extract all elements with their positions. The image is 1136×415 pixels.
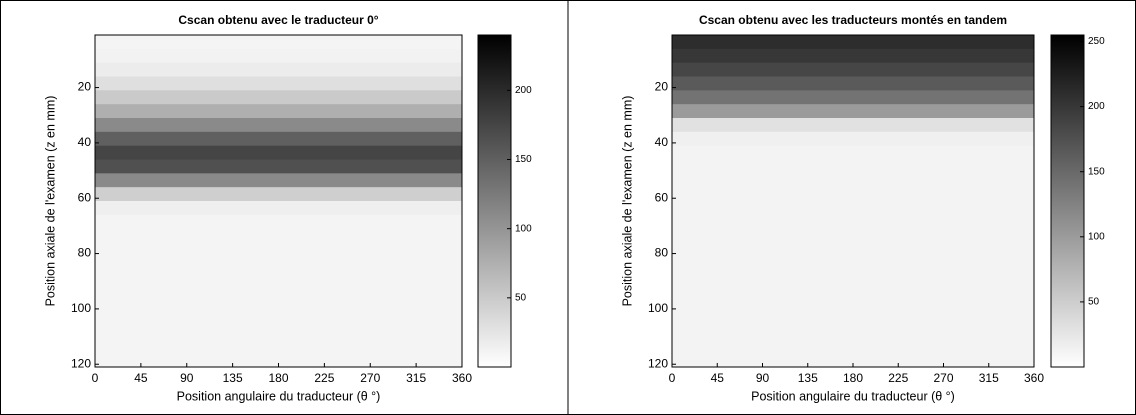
x-tick-label: 45 — [711, 371, 725, 385]
y-tick-label: 40 — [78, 135, 92, 149]
heat-row — [672, 90, 1034, 105]
heat-row — [672, 270, 1034, 285]
x-tick-label: 360 — [1024, 371, 1044, 385]
heat-row — [672, 159, 1034, 174]
y-tick-label: 20 — [655, 80, 669, 94]
y-tick-label: 40 — [655, 135, 669, 149]
heat-row — [95, 131, 462, 147]
heat-row — [672, 118, 1034, 133]
heat-row — [672, 311, 1034, 326]
y-tick-label: 80 — [78, 246, 92, 260]
x-tick-label: 270 — [933, 371, 953, 385]
x-tick-label: 45 — [134, 371, 148, 385]
heat-row — [95, 201, 462, 216]
heat-row — [672, 284, 1034, 299]
heat-row — [95, 104, 462, 119]
heat-row — [95, 242, 462, 257]
heat-row — [95, 297, 462, 313]
heat-row — [95, 35, 462, 50]
y-axis-label: Position axiale de l'examen (z en mm) — [43, 96, 57, 307]
x-tick-label: 135 — [223, 371, 243, 385]
x-tick-label: 0 — [92, 371, 99, 385]
heat-row — [95, 145, 462, 160]
colorbar-tick-label: 200 — [1088, 101, 1105, 112]
y-tick-label: 100 — [71, 301, 91, 315]
y-axis-label: Position axiale de l'examen (z en mm) — [620, 96, 634, 307]
heat-row — [672, 201, 1034, 216]
x-tick-label: 90 — [756, 371, 770, 385]
heat-row — [95, 62, 462, 77]
x-axis-label: Position angulaire du traducteur (θ °) — [751, 389, 955, 403]
y-tick-label: 60 — [78, 190, 92, 204]
x-tick-label: 315 — [979, 371, 999, 385]
heat-row — [95, 90, 462, 105]
heat-row — [95, 76, 462, 91]
colorbar-tick-label: 250 — [1088, 36, 1105, 47]
colorbar-tick-label: 50 — [1088, 297, 1100, 308]
heat-row — [672, 145, 1034, 160]
x-tick-label: 225 — [314, 371, 334, 385]
y-tick-label: 100 — [648, 301, 668, 315]
heat-row — [672, 173, 1034, 188]
y-tick-label: 20 — [78, 80, 92, 94]
x-axis-label: Position angulaire du traducteur (θ °) — [177, 389, 381, 403]
heat-row — [672, 62, 1034, 77]
x-tick-label: 180 — [843, 371, 863, 385]
heat-row — [95, 118, 462, 133]
heat-row — [95, 48, 462, 64]
colorbar-tick-label: 150 — [1088, 166, 1105, 177]
heat-row — [672, 187, 1034, 202]
y-tick-label: 60 — [655, 190, 669, 204]
chart: 0 45 90 135 180 225 270 315 360 20 40 60 80 100 120 Csc… — [620, 13, 1105, 403]
colorbar-tick-label: 100 — [1088, 231, 1105, 242]
x-tick-label: 135 — [798, 371, 818, 385]
x-tick-label: 315 — [406, 371, 426, 385]
heat-row — [95, 159, 462, 174]
x-tick-label: 0 — [669, 371, 676, 385]
heat-row — [95, 311, 462, 326]
colorbar — [1050, 34, 1085, 368]
x-tick-label: 225 — [888, 371, 908, 385]
heat-row — [672, 297, 1034, 313]
heat-row — [672, 339, 1034, 354]
heat-row — [672, 214, 1034, 230]
heat-row — [672, 76, 1034, 91]
heat-row — [672, 131, 1034, 147]
heat-row — [95, 187, 462, 202]
heat-row — [95, 270, 462, 285]
heat-row — [672, 48, 1034, 64]
colorbar-tick-label: 50 — [515, 292, 527, 303]
y-tick-label: 80 — [655, 246, 669, 260]
heat-row — [95, 284, 462, 299]
heat-row — [95, 256, 462, 271]
chart: 0 45 90 135 180 225 270 315 360 20 40 60 80 100 120 Csc… — [43, 13, 532, 403]
colorbar-tick-label: 150 — [515, 154, 532, 165]
heat-row — [95, 325, 462, 340]
colorbar — [477, 34, 512, 368]
colorbar-tick-label: 100 — [515, 223, 532, 234]
chart-title: Cscan obtenu avec les traducteurs montés… — [699, 13, 1007, 27]
heat-row — [95, 214, 462, 230]
heat-row — [672, 325, 1034, 340]
heat-row — [95, 173, 462, 188]
heat-row — [672, 228, 1034, 243]
heat-row — [672, 242, 1034, 257]
x-tick-label: 360 — [452, 371, 472, 385]
colorbar-tick-label: 200 — [515, 85, 532, 96]
heat-row — [95, 228, 462, 243]
heat-row — [95, 339, 462, 354]
heat-row — [672, 104, 1034, 119]
x-tick-label: 270 — [360, 371, 380, 385]
heat-row — [672, 35, 1034, 50]
heat-row — [672, 256, 1034, 271]
y-tick-label: 120 — [71, 356, 91, 370]
x-tick-label: 180 — [268, 371, 288, 385]
x-tick-label: 90 — [180, 371, 194, 385]
y-tick-label: 120 — [648, 356, 668, 370]
chart-title: Cscan obtenu avec le traducteur 0° — [178, 13, 378, 27]
